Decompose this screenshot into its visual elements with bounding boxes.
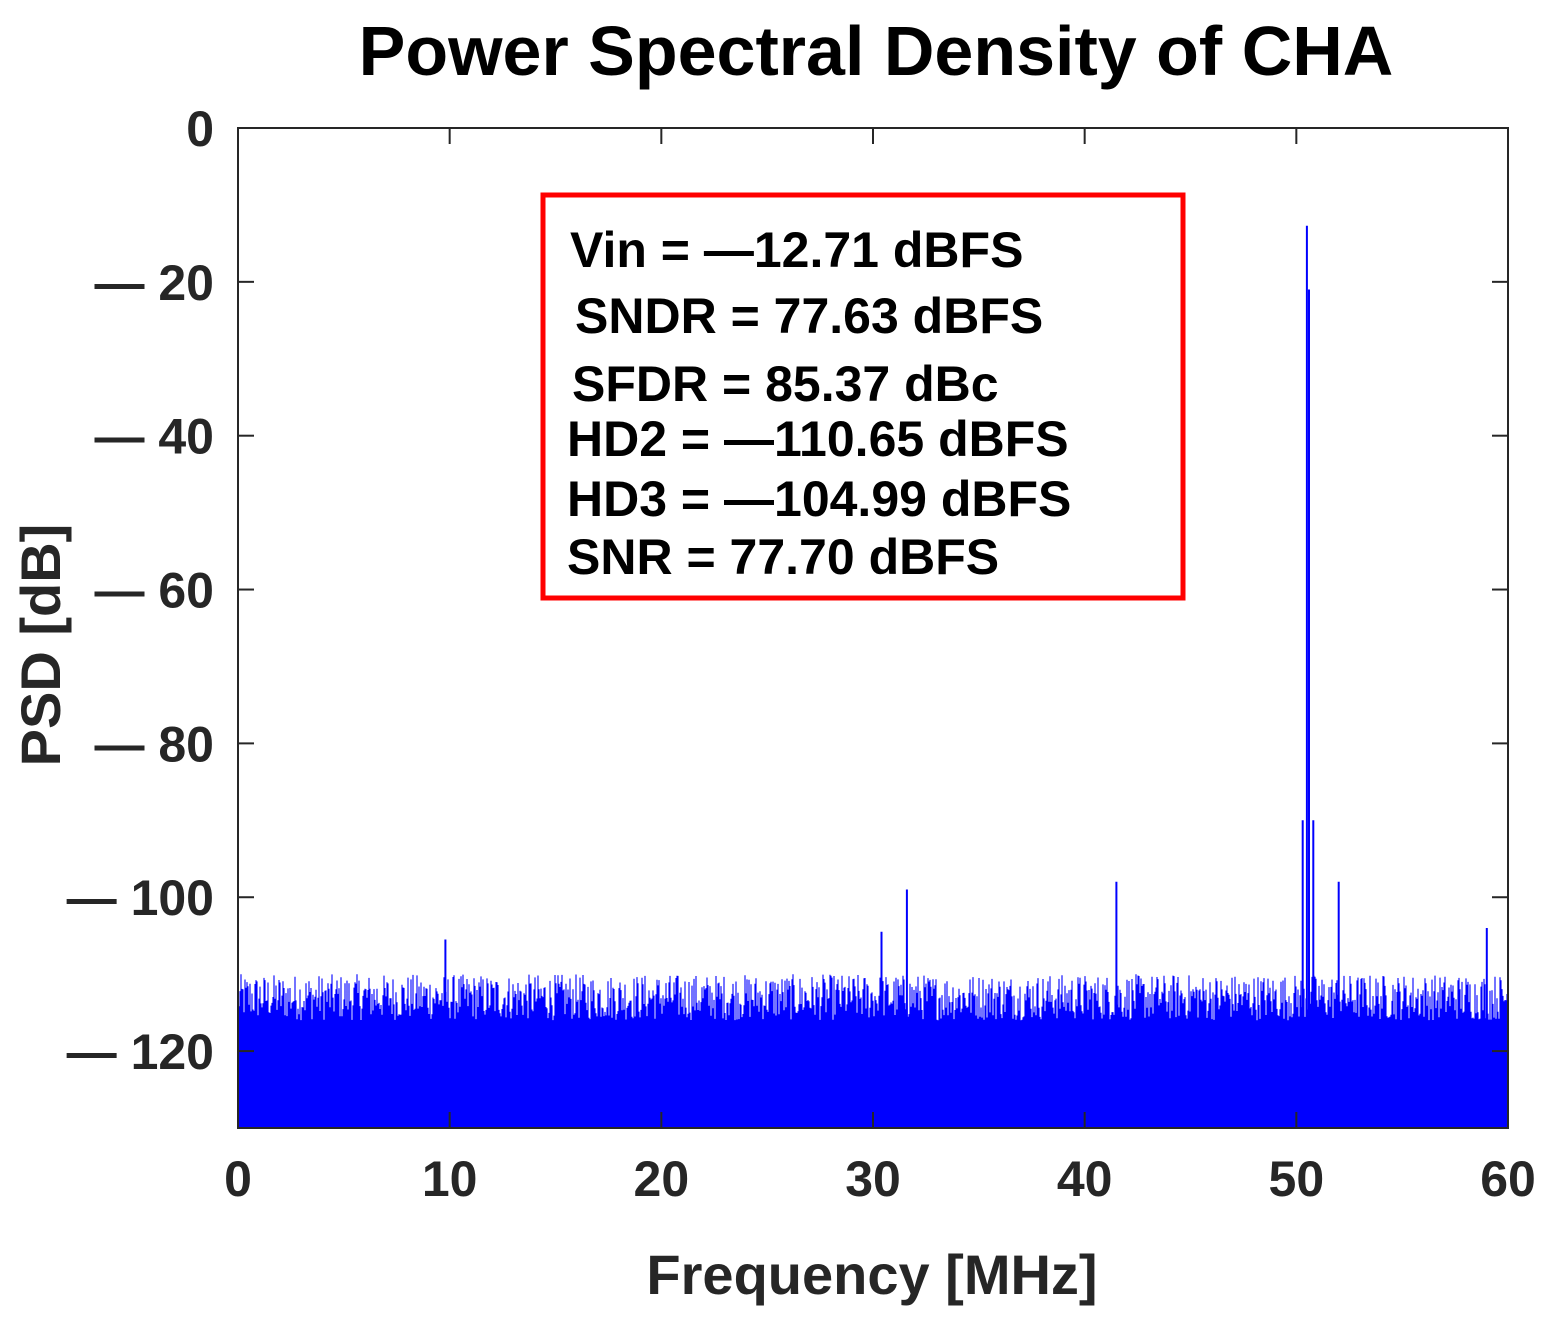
y-tick-label: — 100 bbox=[67, 870, 214, 926]
x-tick-labels: 0 10 20 30 40 50 60 bbox=[224, 1151, 1536, 1207]
x-tick-label: 0 bbox=[224, 1151, 252, 1207]
chart-title: Power Spectral Density of CHA bbox=[359, 12, 1394, 90]
spectrum-series bbox=[237, 225, 1488, 1128]
x-axis-title: Frequency [MHz] bbox=[646, 1243, 1097, 1306]
x-tick-label: 20 bbox=[634, 1151, 690, 1207]
annotation-vin: Vin = —12.71 dBFS bbox=[570, 222, 1023, 278]
x-tick-label: 10 bbox=[422, 1151, 478, 1207]
plot-area bbox=[237, 127, 1509, 1129]
x-tick-label: 50 bbox=[1269, 1151, 1325, 1207]
annotation-sfdr: SFDR = 85.37 dBc bbox=[572, 356, 999, 412]
annotation-sndr: SNDR = 77.63 dBFS bbox=[575, 288, 1043, 344]
y-tick-label: — 40 bbox=[94, 409, 214, 465]
metrics-annotation: Vin = —12.71 dBFS SNDR = 77.63 dBFS SFDR… bbox=[540, 192, 1186, 601]
y-tick-label: 0 bbox=[186, 101, 214, 157]
y-tick-label: — 60 bbox=[94, 563, 214, 619]
plot-background bbox=[238, 128, 1508, 1128]
y-tick-label: — 20 bbox=[94, 255, 214, 311]
annotation-hd2: HD2 = —110.65 dBFS bbox=[567, 411, 1069, 467]
x-tick-label: 60 bbox=[1480, 1151, 1536, 1207]
tick-marks bbox=[237, 127, 1509, 1128]
x-tick-label: 40 bbox=[1057, 1151, 1113, 1207]
annotation-border bbox=[540, 192, 1186, 601]
y-tick-label: — 80 bbox=[94, 716, 214, 772]
y-tick-label: — 120 bbox=[67, 1024, 214, 1080]
y-axis-title: PSD [dB] bbox=[9, 524, 72, 767]
x-tick-label: 30 bbox=[845, 1151, 901, 1207]
annotation-snr: SNR = 77.70 dBFS bbox=[567, 529, 999, 585]
y-tick-labels: 0 — 20 — 40 — 60 — 80 — 100 — 120 bbox=[67, 101, 214, 1080]
annotation-hd3: HD3 = —104.99 dBFS bbox=[567, 471, 1071, 527]
